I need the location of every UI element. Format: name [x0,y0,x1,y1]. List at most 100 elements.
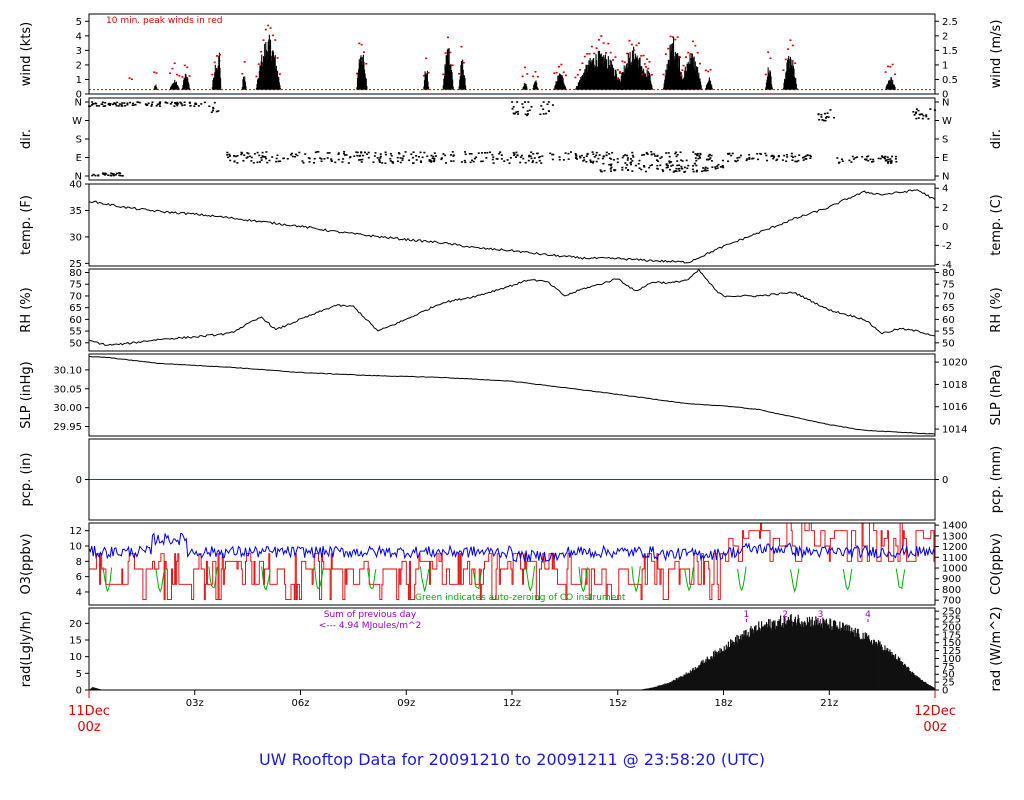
wind-peak-mark [276,57,279,59]
wind-dir-point [659,164,662,167]
y-tick-label: 225 [942,615,961,626]
wind-dir-point [234,155,237,158]
wind-annotation: 10 min. peak winds in red [106,16,223,26]
wind-peak-mark [526,73,529,75]
wind-dir-point [680,159,683,161]
series-line-slp [89,356,936,435]
wind-dir-point [317,151,320,153]
wind-peak-mark [635,44,638,47]
wind-dir-point [650,151,653,153]
co-zeroing-line [578,566,588,593]
wind-dir-point [695,153,698,156]
wind-dir-point [692,165,695,167]
wind-dir-point [687,164,690,167]
co-zeroing-line [525,565,536,592]
y-tick-label: 1300 [942,531,967,542]
wind-dir-point [112,174,115,177]
wind-dir-point [195,103,198,105]
wind-dir-point [95,105,98,107]
wind-dir-point [626,159,629,161]
wind-peak-mark [769,57,772,60]
wind-dir-point [915,117,918,120]
wind-dir-point [612,159,615,161]
wind-dir-point [522,106,525,109]
y-tick-label: 1020 [942,358,967,369]
wind-dir-point [499,151,502,153]
wind-dir-point [703,169,706,172]
y-tick-label: 75 [69,280,82,291]
wind-dir-point [884,159,887,162]
wind-dir-point [517,113,520,115]
wind-dir-point [226,151,229,154]
wind-dir-point [378,158,381,161]
wind-dir-point [678,167,681,170]
wind-dir-point [671,164,674,167]
wind-dir-point [373,155,376,157]
wind-dir-point [516,101,519,103]
y-tick-label: 80 [69,268,82,279]
wind-peak-mark [562,71,565,74]
wind-dir-point [481,160,484,163]
wind-dir-point [402,155,405,157]
wind-dir-point [176,103,179,105]
wind-peak-mark [155,72,158,74]
wind-dir-point [841,160,844,162]
wind-peak-mark [169,72,172,75]
wind-dir-point [233,160,236,163]
wind-peak-mark [784,58,787,61]
wind-dir-point [870,161,873,163]
wind-dir-point [708,158,711,161]
wind-peak-mark [619,71,622,73]
x-tick-label: 09z [397,698,415,709]
wind-dir-point [276,154,279,157]
wind-dir-point [716,167,719,169]
wind-dir-point [802,159,805,161]
wind-dir-point [411,162,414,165]
wind-dir-point [384,162,387,165]
wind-dir-point [500,154,503,156]
wind-dir-point [304,153,307,155]
wind-dir-point [631,151,634,154]
wind-dir-point [537,156,540,159]
y-tick-label: 4 [76,31,82,42]
wind-dir-point [173,105,176,107]
co-zeroing-line [631,565,641,593]
wind-dir-point [914,112,917,115]
wind-dir-point [580,154,583,157]
wind-peak-mark [679,56,682,58]
y-tick-label: 0 [942,222,948,233]
wind-dir-point [668,160,671,162]
wind-dir-point [524,161,527,164]
wind-dir-point [246,156,249,158]
wind-dir-point [772,155,775,157]
wind-dir-point [248,155,251,158]
wind-dir-point [654,155,657,157]
wind-dir-point [358,159,361,161]
wind-dir-point [624,154,627,156]
wind-dir-point [616,158,619,160]
wind-dir-point [258,161,261,163]
wind-peak-mark [667,47,670,50]
wind-dir-point [174,102,177,105]
wind-dir-point [861,155,864,158]
y-tick-label: 30 [69,232,82,243]
wind-dir-point [291,155,294,158]
wind-dir-point [785,153,788,156]
wind-dir-point [360,161,363,163]
wind-peak-mark [219,53,222,56]
wind-dir-point [91,101,94,103]
wind-peak-mark [216,55,219,57]
wind-dir-point [704,168,707,170]
wind-dir-point [558,156,561,158]
wind-dir-point [266,161,269,164]
wind-peak-mark [183,64,186,67]
wind-dir-point [512,151,515,154]
wind-dir-point [355,151,358,153]
wind-dir-point [694,153,697,155]
wind-dir-point [528,154,531,157]
wind-dir-point [236,155,239,157]
wind-dir-point [342,152,345,155]
wind-dir-point [469,161,472,164]
wind-dir-point [261,155,264,157]
wind-dir-point [440,157,443,159]
